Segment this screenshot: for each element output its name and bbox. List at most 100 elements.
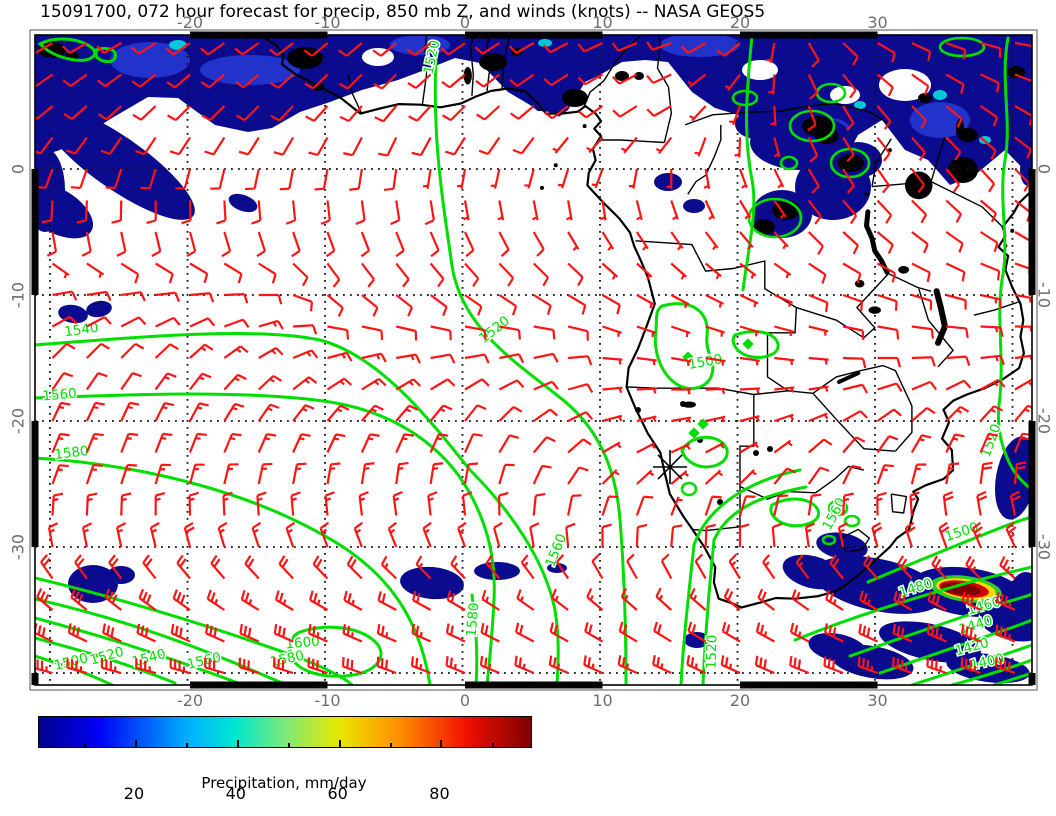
wind-barb xyxy=(154,492,166,516)
wind-barb xyxy=(533,294,552,316)
wind-barb xyxy=(154,343,179,359)
wind-barb xyxy=(279,168,295,191)
wind-barb xyxy=(132,105,157,121)
wind-barb xyxy=(995,624,1016,643)
wind-barb xyxy=(429,462,444,485)
height-contour-ring xyxy=(821,534,837,546)
wind-barb xyxy=(980,378,1006,391)
contour-label: 1580 xyxy=(53,443,89,463)
wind-barb xyxy=(258,374,283,391)
wind-barb xyxy=(475,73,501,88)
wind-barb xyxy=(326,462,341,485)
wind-barb xyxy=(531,200,539,221)
height-contour xyxy=(653,302,715,390)
wind-barb xyxy=(911,168,925,194)
country-border xyxy=(347,74,363,115)
salt-pan-dot xyxy=(753,450,759,456)
wind-barb xyxy=(140,168,157,190)
wind-barb xyxy=(257,433,277,453)
wind-barb xyxy=(945,168,961,193)
wind-barb xyxy=(272,657,294,675)
wind-barb xyxy=(395,461,409,485)
wind-barb xyxy=(257,403,280,422)
plot-title: 15091700, 072 hour forecast for precip, … xyxy=(40,2,766,22)
wind-barb xyxy=(512,136,535,155)
wind-barb xyxy=(285,200,297,225)
wind-barb xyxy=(1013,461,1027,485)
lon-tick-label-bottom: 20 xyxy=(729,691,751,710)
wind-barb xyxy=(739,294,759,308)
wind-barb xyxy=(292,433,311,453)
height-contour xyxy=(701,485,808,685)
wind-barb xyxy=(524,168,535,189)
wind-barb xyxy=(544,105,569,120)
wind-barb xyxy=(591,553,604,580)
wind-barb xyxy=(533,408,559,422)
wind-barb xyxy=(601,441,622,454)
colorbar-major-tick xyxy=(236,740,239,748)
wind-barb xyxy=(739,469,757,485)
wind-barb xyxy=(578,105,604,119)
wind-barb xyxy=(655,587,672,611)
country-border xyxy=(582,35,642,109)
precip-blob xyxy=(68,565,118,603)
wind-barb xyxy=(1014,378,1032,391)
wind-barb xyxy=(411,623,432,643)
wind-barb xyxy=(86,342,110,359)
wind-barb xyxy=(463,433,483,453)
wind-barb xyxy=(269,73,294,89)
wind-barb xyxy=(601,262,619,280)
wind-barb xyxy=(223,463,239,485)
island-dot xyxy=(864,192,869,197)
wind-barb xyxy=(980,293,1002,309)
wind-barb xyxy=(189,317,216,328)
wind-barb xyxy=(842,42,859,66)
wind-barb xyxy=(646,105,672,117)
wind-barb xyxy=(154,432,173,453)
wind-barb xyxy=(154,402,175,422)
precip-blob xyxy=(107,566,135,584)
wind-barb xyxy=(774,356,795,365)
wind-barb xyxy=(877,293,898,311)
precip-blob xyxy=(1008,572,1032,628)
wind-barb xyxy=(945,73,965,94)
wind-barb xyxy=(292,376,318,391)
wind-barb xyxy=(704,262,722,280)
wind-barb xyxy=(204,657,225,675)
wind-barb xyxy=(1005,521,1017,548)
island-dot xyxy=(1010,228,1015,233)
wind-barb xyxy=(567,438,592,454)
wind-barb xyxy=(842,410,868,422)
wind-barb xyxy=(842,262,862,284)
wind-barb xyxy=(911,136,926,162)
contour-label: 1520 xyxy=(703,634,720,669)
wind-barb xyxy=(842,199,858,225)
wind-barb xyxy=(167,105,191,122)
wind-barb xyxy=(188,432,207,453)
colorbar-major-tick xyxy=(134,740,137,748)
wind-barb xyxy=(876,168,890,194)
wind-barb xyxy=(739,356,760,366)
wind-barb xyxy=(739,199,752,220)
wind-barb xyxy=(980,354,1005,366)
wind-barb xyxy=(808,385,829,393)
wind-barb xyxy=(360,433,380,453)
wind-barb xyxy=(462,200,470,221)
wind-barb xyxy=(774,413,795,423)
wind-barb xyxy=(670,443,691,454)
wind-barb xyxy=(520,554,535,580)
wind-barb xyxy=(960,657,981,675)
precip-blob xyxy=(615,71,629,81)
wind-barb xyxy=(876,73,894,97)
height-contour xyxy=(878,618,1032,675)
precip-blob xyxy=(757,222,771,232)
wind-barb xyxy=(239,623,260,643)
wind-barb xyxy=(258,347,284,359)
wind-barb xyxy=(67,623,88,643)
wind-barb xyxy=(694,137,707,157)
wind-barb xyxy=(670,262,687,280)
wind-barb xyxy=(789,622,810,643)
wind-barb xyxy=(326,262,341,288)
